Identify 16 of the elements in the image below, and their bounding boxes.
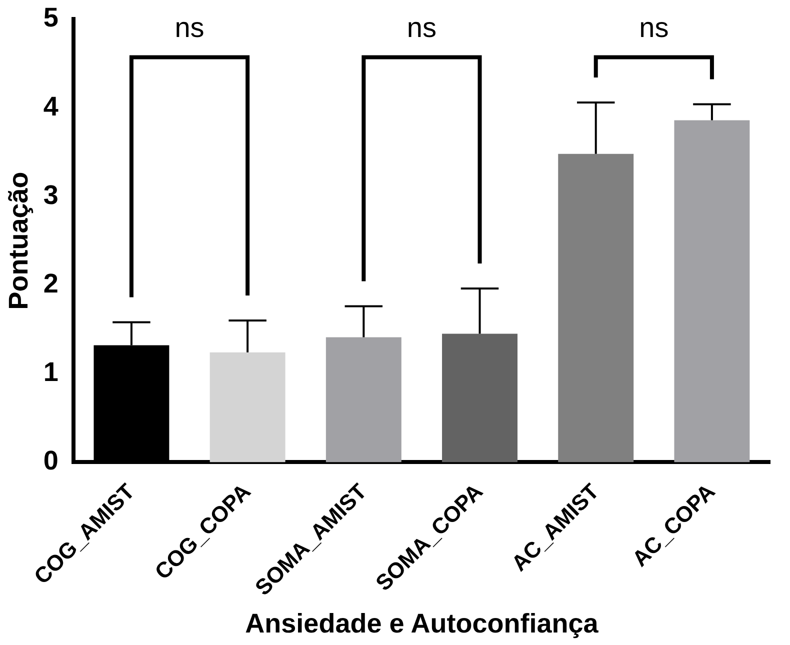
bar [674,120,750,462]
y-axis-title: Pontuação [4,172,34,310]
bar [326,337,402,462]
bar [442,334,518,462]
y-tick-label: 4 [43,91,58,122]
annotation: ns [406,12,436,43]
y-tick-label: 3 [43,180,58,210]
y-tick-label: 5 [43,2,58,33]
y-tick-label: 0 [43,446,58,476]
annotation: ns [639,12,669,43]
annotation: ns [174,12,204,43]
y-tick-label: 1 [43,357,58,388]
bar [210,352,286,462]
x-axis-title: Ansiedade e Autoconfiança [245,608,600,638]
bar [558,154,634,462]
y-tick-label: 2 [43,268,58,298]
